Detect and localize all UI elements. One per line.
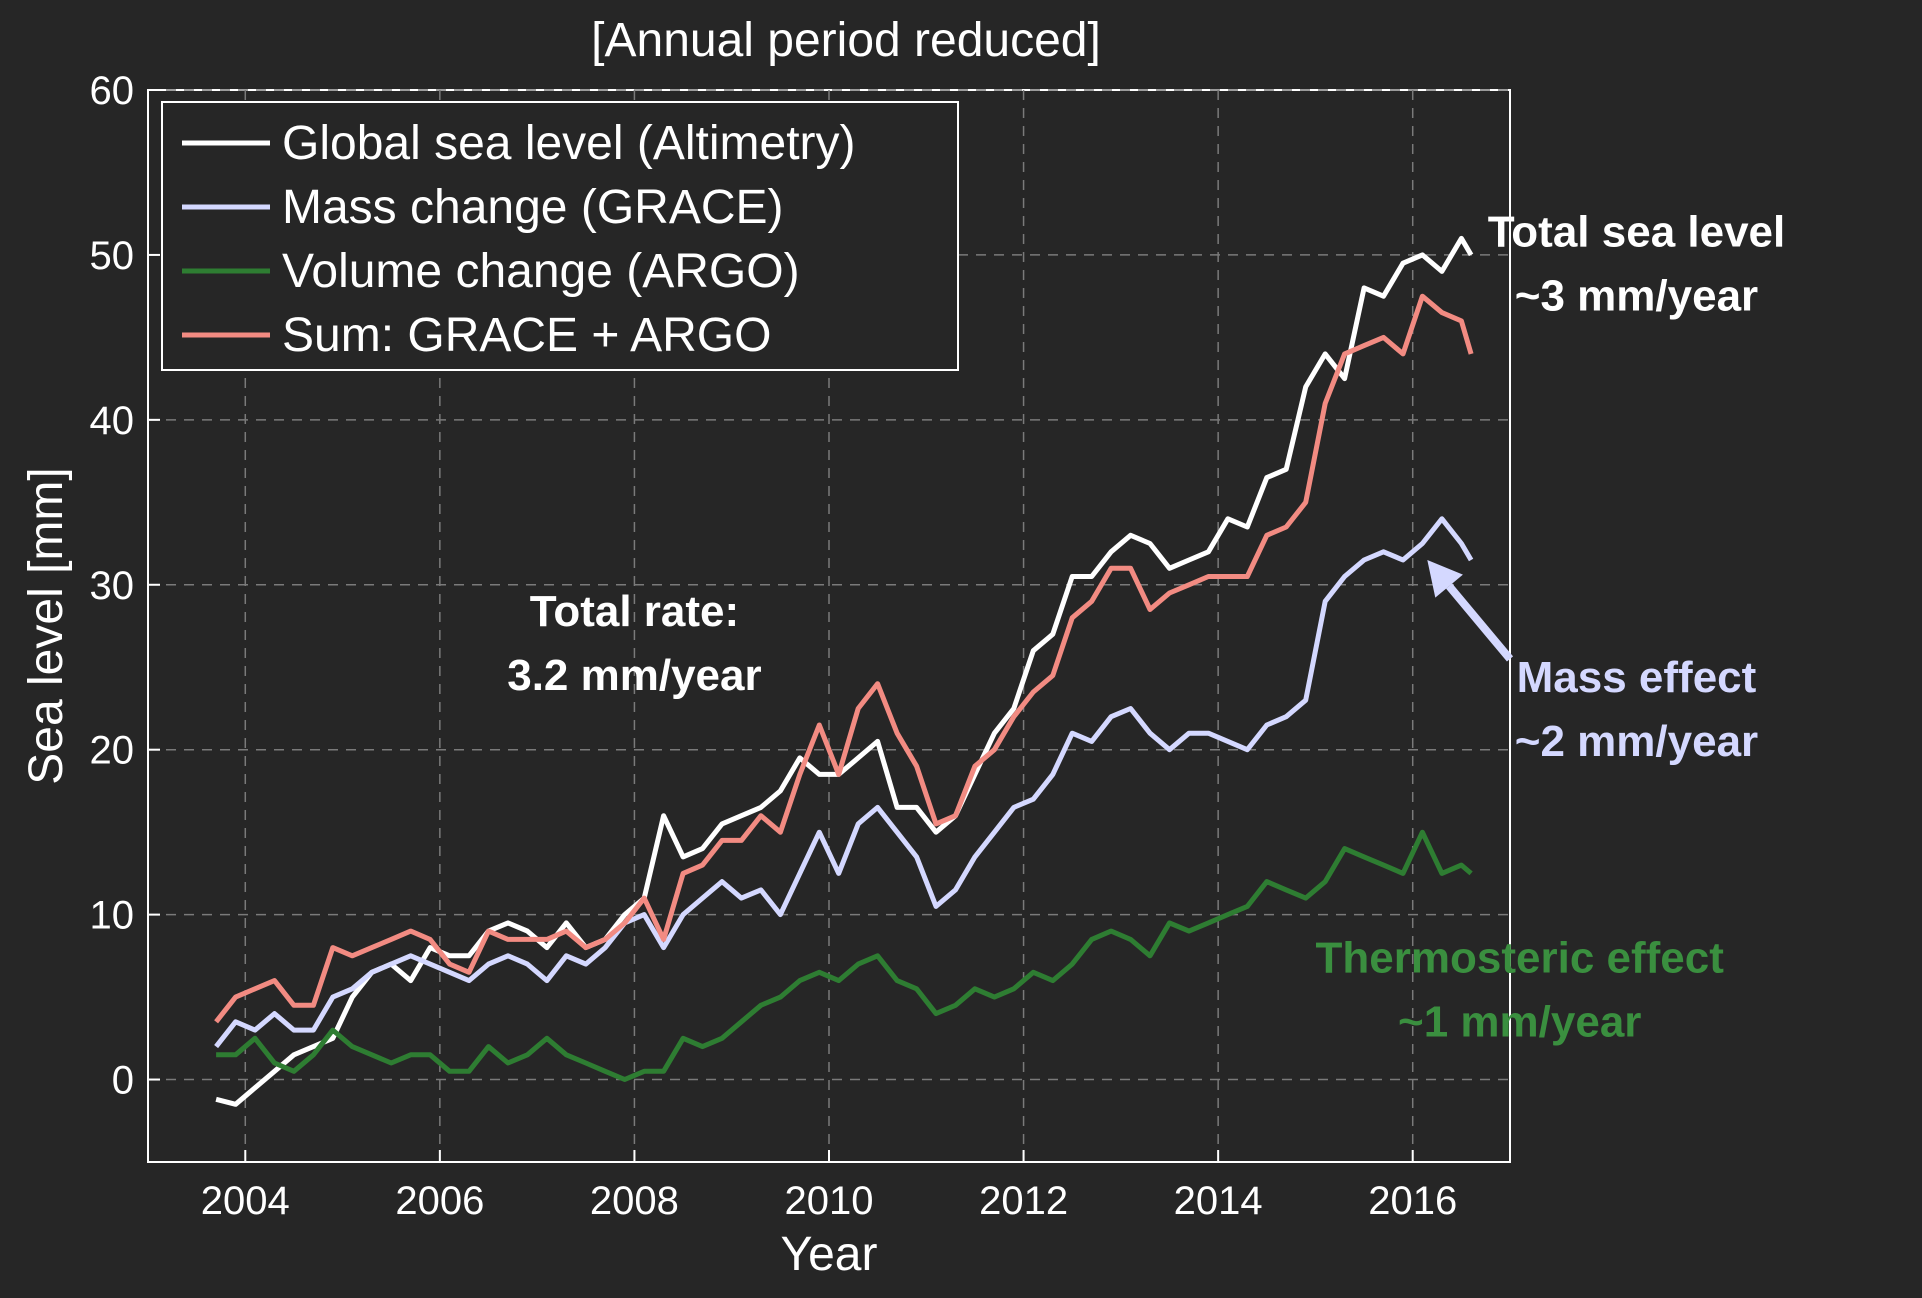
axis-ticks: 2004 2006 2008 2010 2012 2014 2016 0 10 20 30 40 50 6… — [90, 69, 1458, 1223]
y-axis-title: Sea level [mm] — [20, 467, 73, 784]
x-tick-label: 2016 — [1368, 1179, 1457, 1223]
chart-title: [Annual period reduced] — [591, 14, 1101, 67]
series-line-1 — [214, 516, 1474, 1049]
y-tick-label: 10 — [90, 894, 135, 938]
legend: Global sea level (Altimetry) Mass change… — [161, 101, 959, 371]
x-tick-label: 2008 — [590, 1179, 679, 1223]
y-tick-label: 50 — [90, 234, 135, 278]
legend-box — [161, 101, 959, 371]
legend-label-grace: Mass change (GRACE) — [282, 181, 784, 234]
annotations: Total rate: 3.2 mm/year Total sea level ~3 … — [507, 208, 1785, 1047]
series-line-3 — [214, 293, 1474, 1024]
legend-label-sum: Sum: GRACE + ARGO — [282, 309, 771, 362]
series-lines — [214, 235, 1474, 1107]
legend-label-argo: Volume change (ARGO) — [282, 245, 800, 298]
series-line-0 — [215, 235, 1474, 1107]
arrow-head — [1427, 560, 1463, 598]
annotation-0-line-0: Total rate: — [530, 587, 739, 636]
annotation-3-line-1: ~1 mm/year — [1398, 997, 1641, 1046]
y-tick-label: 60 — [90, 69, 135, 113]
arrow-shaft — [1446, 583, 1514, 662]
annotation-2-line-1: ~2 mm/year — [1515, 717, 1758, 766]
x-tick-label: 2004 — [201, 1179, 290, 1223]
x-tick-label: 2014 — [1174, 1179, 1263, 1223]
y-tick-label: 0 — [112, 1059, 134, 1103]
x-axis-title: Year — [781, 1228, 878, 1281]
y-tick-label: 40 — [90, 399, 135, 443]
x-tick-label: 2006 — [395, 1179, 484, 1223]
x-tick-label: 2012 — [979, 1179, 1068, 1223]
annotation-2-line-0: Mass effect — [1517, 653, 1757, 702]
x-tick-label: 2010 — [785, 1179, 874, 1223]
series-line-2 — [216, 829, 1473, 1082]
annotation-1-line-0: Total sea level — [1488, 208, 1786, 257]
grid — [148, 89, 1510, 1162]
annotation-1-line-1: ~3 mm/year — [1515, 272, 1758, 321]
legend-label-altimetry: Global sea level (Altimetry) — [282, 117, 856, 170]
y-tick-label: 30 — [90, 564, 135, 608]
annotation-3-line-0: Thermosteric effect — [1316, 933, 1725, 982]
annotation-0-line-1: 3.2 mm/year — [507, 651, 761, 700]
y-tick-label: 20 — [90, 729, 135, 773]
